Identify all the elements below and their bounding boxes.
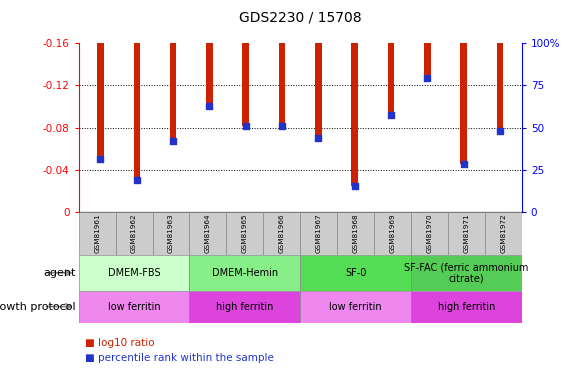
Text: ■ percentile rank within the sample: ■ percentile rank within the sample <box>85 353 273 363</box>
Bar <box>300 255 411 291</box>
Point <box>314 135 323 141</box>
Text: GSM81969: GSM81969 <box>389 214 395 253</box>
Bar <box>264 212 300 255</box>
Text: SF-FAC (ferric ammonium
citrate): SF-FAC (ferric ammonium citrate) <box>404 262 529 284</box>
Bar <box>300 291 411 322</box>
Bar <box>153 212 189 255</box>
Bar <box>424 43 431 78</box>
Point <box>96 156 105 162</box>
Bar <box>315 43 322 138</box>
Bar <box>79 212 115 255</box>
Bar <box>388 43 394 115</box>
Text: GSM81963: GSM81963 <box>168 214 174 253</box>
Text: GSM81961: GSM81961 <box>94 214 100 253</box>
Point <box>350 183 359 189</box>
Bar <box>411 255 522 291</box>
Bar <box>134 43 140 180</box>
Bar <box>411 212 448 255</box>
Bar <box>97 43 104 159</box>
Point <box>168 138 178 144</box>
Bar <box>352 43 358 186</box>
Point <box>241 123 251 129</box>
Point <box>205 104 214 110</box>
Bar <box>243 43 249 126</box>
Bar <box>461 43 467 164</box>
Point <box>423 75 432 81</box>
Bar <box>79 255 189 291</box>
Text: DMEM-FBS: DMEM-FBS <box>108 268 160 278</box>
Text: DMEM-Hemin: DMEM-Hemin <box>212 268 278 278</box>
Bar <box>189 291 300 322</box>
Text: high ferritin: high ferritin <box>438 302 495 312</box>
Text: GSM81968: GSM81968 <box>353 214 359 253</box>
Bar <box>115 212 153 255</box>
Text: GSM81971: GSM81971 <box>463 214 469 253</box>
Text: agent: agent <box>43 268 76 278</box>
Text: low ferritin: low ferritin <box>329 302 382 312</box>
Text: growth protocol: growth protocol <box>0 302 76 312</box>
Bar <box>226 212 264 255</box>
Bar <box>189 212 226 255</box>
Bar <box>79 291 189 322</box>
Bar <box>206 43 213 106</box>
Text: low ferritin: low ferritin <box>108 302 160 312</box>
Point <box>278 123 287 129</box>
Text: GSM81972: GSM81972 <box>500 214 506 253</box>
Bar <box>497 43 503 130</box>
Text: GDS2230 / 15708: GDS2230 / 15708 <box>239 10 361 24</box>
Point <box>387 112 396 118</box>
Bar <box>300 212 337 255</box>
Point <box>459 161 468 167</box>
Bar <box>374 212 411 255</box>
Text: GSM81966: GSM81966 <box>279 214 285 253</box>
Bar <box>411 291 522 322</box>
Bar <box>279 43 285 126</box>
Point <box>496 128 505 134</box>
Text: GSM81965: GSM81965 <box>242 214 248 253</box>
Text: high ferritin: high ferritin <box>216 302 273 312</box>
Bar <box>485 212 522 255</box>
Bar <box>189 255 300 291</box>
Text: ■ log10 ratio: ■ log10 ratio <box>85 338 154 348</box>
Text: SF-0: SF-0 <box>345 268 366 278</box>
Text: GSM81970: GSM81970 <box>427 214 433 253</box>
Text: GSM81967: GSM81967 <box>316 214 322 253</box>
Bar <box>170 43 177 141</box>
Bar <box>337 212 374 255</box>
Text: GSM81962: GSM81962 <box>131 214 137 253</box>
Point <box>132 177 142 183</box>
Bar <box>448 212 485 255</box>
Text: GSM81964: GSM81964 <box>205 214 211 253</box>
